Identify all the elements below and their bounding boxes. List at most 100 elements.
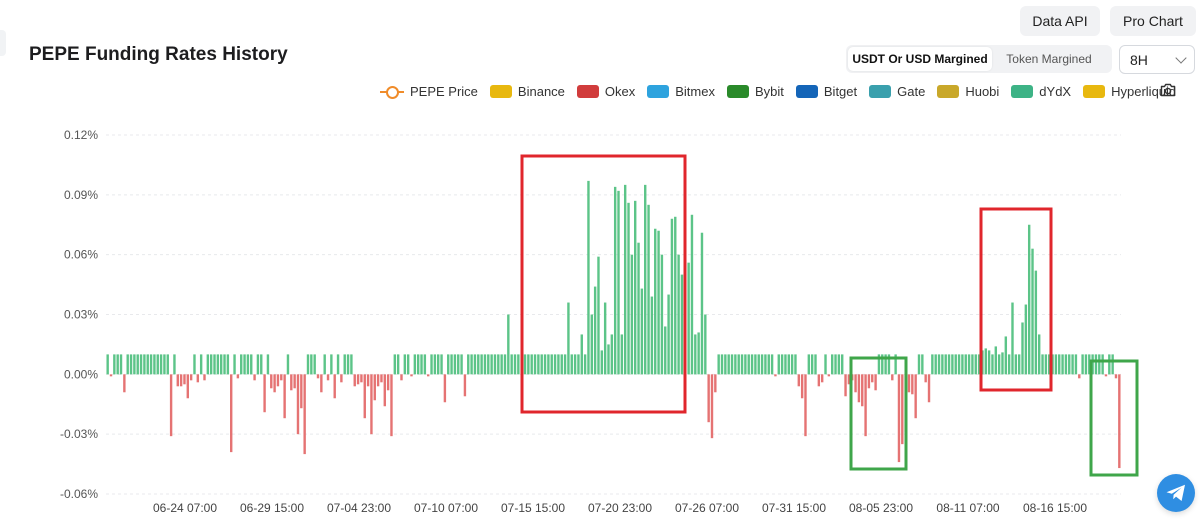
bar: [447, 354, 450, 375]
bar: [136, 354, 139, 375]
bar: [824, 354, 827, 375]
funding-rate-chart: 0.12% 0.09% 0.06% 0.03% 0.00% -0.03% -0.06% 06-…: [60, 128, 1139, 515]
x-tick-label: 08-16 15:00: [1023, 501, 1087, 515]
camera-icon[interactable]: [1160, 83, 1176, 97]
y-tick-label: 0.06%: [64, 248, 98, 262]
bar: [537, 354, 540, 375]
bar: [987, 350, 991, 375]
bar: [674, 216, 677, 375]
telegram-button[interactable]: [1157, 474, 1195, 512]
bar: [603, 302, 607, 375]
legend-swatch: [380, 85, 404, 99]
bar: [767, 354, 770, 375]
bar: [971, 354, 974, 375]
bar: [246, 354, 250, 375]
legend-label: Binance: [517, 83, 565, 99]
bar: [737, 354, 740, 375]
legend-item-bitget[interactable]: Bitget: [795, 84, 857, 99]
bar: [560, 354, 563, 375]
y-tick-label: 0.00%: [64, 367, 98, 381]
bar: [590, 314, 593, 375]
bar: [1064, 354, 1068, 375]
token-margined-option[interactable]: Token Margined: [1006, 52, 1092, 66]
bar: [230, 374, 233, 453]
bar: [470, 354, 473, 375]
legend-item-okex[interactable]: Okex: [576, 84, 635, 99]
bar: [517, 354, 520, 375]
legend-item-dydx[interactable]: dYdX: [1011, 84, 1071, 99]
bar: [123, 374, 126, 393]
bar: [700, 232, 704, 375]
bar: [623, 184, 627, 375]
bar: [697, 332, 700, 375]
bar: [780, 354, 784, 375]
bar: [113, 354, 116, 375]
bar: [453, 354, 457, 375]
x-tick-label: 07-10 07:00: [414, 501, 478, 515]
bar: [1118, 374, 1121, 469]
legend-item-hyperliquid[interactable]: Hyperliquid: [1083, 84, 1176, 99]
bar: [891, 374, 894, 381]
bar: [1084, 354, 1088, 375]
left-panel-tab[interactable]: [0, 30, 6, 56]
bar: [677, 254, 680, 375]
x-tick-label: 07-20 23:00: [588, 501, 652, 515]
legend-item-bitmex[interactable]: Bitmex: [647, 84, 715, 99]
bar: [433, 354, 437, 375]
bar: [276, 374, 280, 387]
bar: [503, 354, 507, 375]
bar: [897, 374, 901, 463]
bar: [660, 254, 664, 375]
bar: [964, 354, 967, 375]
legend-item-bybit[interactable]: Bybit: [726, 84, 784, 99]
bar: [396, 354, 400, 375]
bar: [613, 186, 617, 375]
bar: [273, 374, 276, 393]
bar: [116, 354, 119, 375]
bar: [450, 354, 453, 375]
bar: [1081, 354, 1084, 375]
y-tick-label: -0.03%: [60, 427, 98, 441]
bar: [1111, 354, 1114, 375]
bar: [667, 294, 670, 375]
bar: [947, 354, 951, 375]
legend-item-gate[interactable]: Gate: [869, 84, 925, 99]
bar: [654, 228, 657, 375]
bar: [383, 374, 386, 407]
bar: [580, 334, 583, 375]
bar: [437, 354, 440, 375]
bar: [694, 334, 697, 375]
bar: [894, 354, 897, 375]
bar: [213, 354, 216, 375]
bar: [400, 374, 403, 381]
bar: [1098, 354, 1101, 375]
bar: [770, 354, 774, 375]
bar: [169, 374, 173, 437]
bar: [864, 374, 867, 437]
bar: [563, 354, 567, 375]
pro-chart-button[interactable]: Pro Chart: [1110, 6, 1196, 36]
interval-select[interactable]: 8H: [1119, 45, 1195, 74]
bar: [1041, 354, 1044, 375]
bar: [854, 374, 857, 393]
data-api-button[interactable]: Data API: [1020, 6, 1100, 36]
bar: [179, 374, 183, 387]
bar: [497, 354, 500, 375]
bar: [109, 374, 113, 377]
bar: [1104, 374, 1108, 377]
bar: [293, 374, 296, 389]
highlight-box: [849, 356, 908, 471]
telegram-icon: [1166, 484, 1185, 501]
bar: [1004, 336, 1008, 375]
bar: [380, 374, 383, 383]
legend-item-binance[interactable]: Binance: [489, 83, 565, 99]
usdt-margined-option[interactable]: USDT Or USD Margined: [848, 47, 992, 71]
bar: [253, 374, 256, 381]
bar: [720, 354, 724, 375]
legend-item-huobi[interactable]: Huobi: [937, 84, 999, 99]
bar: [717, 354, 720, 375]
legend-item-pepe-price[interactable]: PEPE Price: [380, 84, 478, 99]
bar: [323, 354, 326, 375]
bar: [426, 374, 430, 377]
bar: [630, 254, 634, 375]
